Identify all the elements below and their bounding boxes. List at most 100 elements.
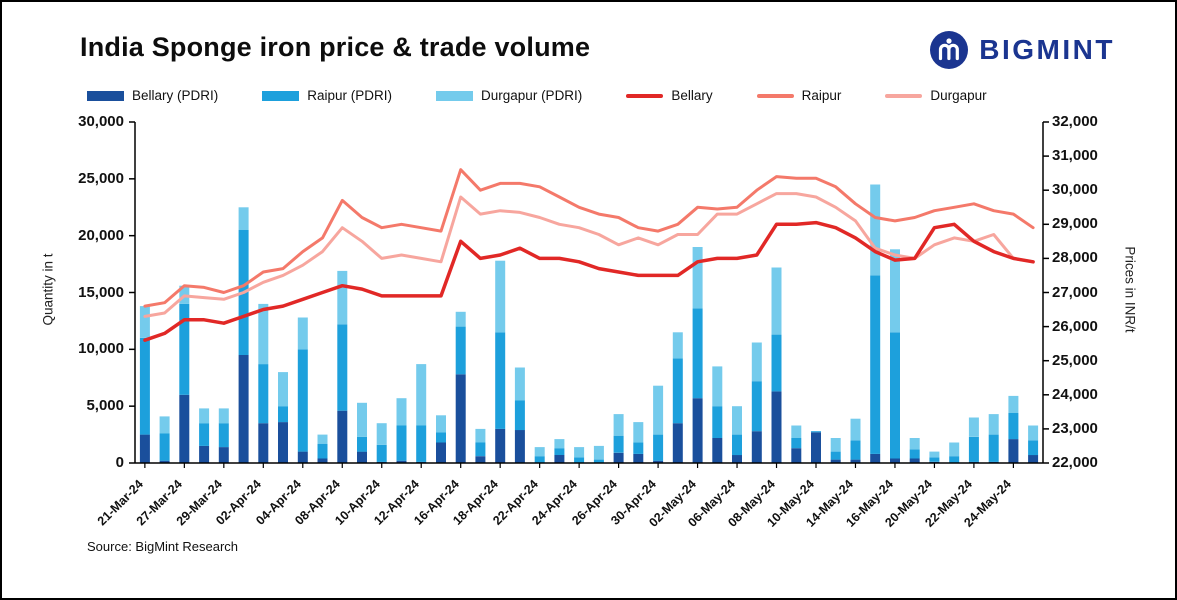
bar-segment <box>633 453 644 463</box>
page-title: India Sponge iron price & trade volume <box>80 32 591 62</box>
bar-segment <box>830 451 841 460</box>
bar-segment <box>455 311 466 327</box>
bar-segment <box>278 422 288 463</box>
bar-segment <box>475 428 486 443</box>
bar-segment <box>692 247 703 309</box>
legend-swatch <box>436 90 474 101</box>
bar-segment <box>1008 439 1019 463</box>
bar-segment <box>376 423 387 445</box>
bar-segment <box>514 367 525 401</box>
bar-segment <box>949 456 960 463</box>
bar-segment <box>890 249 900 333</box>
bar-segment <box>850 459 861 463</box>
bar-segment <box>475 456 486 463</box>
bar-segment <box>1008 413 1019 440</box>
bar-segment <box>751 381 762 432</box>
chart-legend: Bellary (PDRI) Raipur (PDRI) Durgapur (PDR… <box>87 88 987 103</box>
bar-segment <box>811 431 821 433</box>
bar-segment <box>672 358 683 424</box>
legend-swatch <box>885 93 923 98</box>
bar-segment <box>692 398 703 463</box>
bar-segment <box>179 394 190 463</box>
bar-segment <box>909 449 920 459</box>
bar-segment <box>554 448 565 455</box>
legend-label: Durgapur (PDRI) <box>481 88 583 103</box>
bar-segment <box>495 332 506 429</box>
bar-segment <box>258 364 269 424</box>
legend-item-bellary-pdri: Bellary (PDRI) <box>87 88 218 103</box>
bar-segment <box>416 425 427 462</box>
bar-segment <box>297 317 308 350</box>
bar-segment <box>396 460 407 463</box>
bar-segment <box>929 457 940 462</box>
bar-segment <box>712 366 723 407</box>
bar-segment <box>495 428 506 463</box>
legend-label: Bellary (PDRI) <box>132 88 219 103</box>
bar-segment <box>357 402 367 437</box>
legend-swatch <box>87 90 124 101</box>
bar-segment <box>534 447 545 457</box>
bar-segment <box>890 332 900 459</box>
bar-segment <box>653 434 664 461</box>
bar-segment <box>949 442 960 457</box>
bar-segment <box>514 400 525 431</box>
legend-swatch <box>262 90 300 101</box>
bar-segment <box>830 459 841 463</box>
bar-segment <box>593 459 604 463</box>
bar-segment <box>890 458 900 463</box>
bar-segment <box>139 306 150 338</box>
bar-segment <box>870 453 881 463</box>
bar-segment <box>633 442 644 454</box>
bar-segment <box>732 434 742 456</box>
bar-segment <box>988 414 999 435</box>
bar-segment <box>317 434 328 444</box>
bar-segment <box>968 436 979 462</box>
bar-segment <box>771 391 782 463</box>
bar-segment <box>1028 440 1039 456</box>
bar-segment <box>436 432 446 443</box>
right-axis-title: Prices in INR/t <box>1122 246 1138 333</box>
bar-segment <box>179 303 190 395</box>
bar-segment <box>317 458 328 463</box>
bar-segment <box>830 438 841 452</box>
price-line-durgapur <box>143 192 1035 318</box>
bar-segment <box>139 338 150 435</box>
bar-segment <box>672 332 683 359</box>
bar-segment <box>534 456 545 463</box>
legend-label: Raipur <box>801 88 842 103</box>
bar-segment <box>218 408 229 424</box>
bar-segment <box>850 440 861 460</box>
bar-segment <box>771 267 782 335</box>
price-line-bellary <box>143 220 1035 342</box>
bar-segment <box>159 416 170 434</box>
bar-segment <box>712 438 723 463</box>
bar-segment <box>258 423 269 463</box>
legend-item-durgapur-pdri: Durgapur (PDRI) <box>436 88 582 103</box>
bigmint-logo: BIGMINT <box>929 30 1115 70</box>
bar-segment <box>554 439 565 449</box>
bar-segment <box>653 385 664 435</box>
bar-segment <box>357 436 367 452</box>
legend-label: Raipur (PDRI) <box>307 88 393 103</box>
bar-segment <box>751 431 762 463</box>
bar-segment <box>968 417 979 437</box>
legend-item-raipur: Raipur <box>756 88 842 103</box>
bar-segment <box>732 455 742 463</box>
bigmint-logo-icon <box>930 31 969 69</box>
bar-segment <box>574 447 585 458</box>
bar-segment <box>238 355 249 463</box>
bar-segment <box>436 442 446 463</box>
bar-segment <box>771 334 782 392</box>
bar-segment <box>870 275 881 454</box>
bar-segment <box>357 451 367 463</box>
bar-segment <box>732 406 742 435</box>
bar-segment <box>258 303 269 365</box>
price-line-raipur <box>143 168 1035 308</box>
legend-label: Durgapur <box>930 88 987 103</box>
bar-segment <box>278 372 288 407</box>
bar-segment <box>811 432 821 463</box>
bar-segment <box>159 460 170 463</box>
bar-segment <box>633 422 644 443</box>
